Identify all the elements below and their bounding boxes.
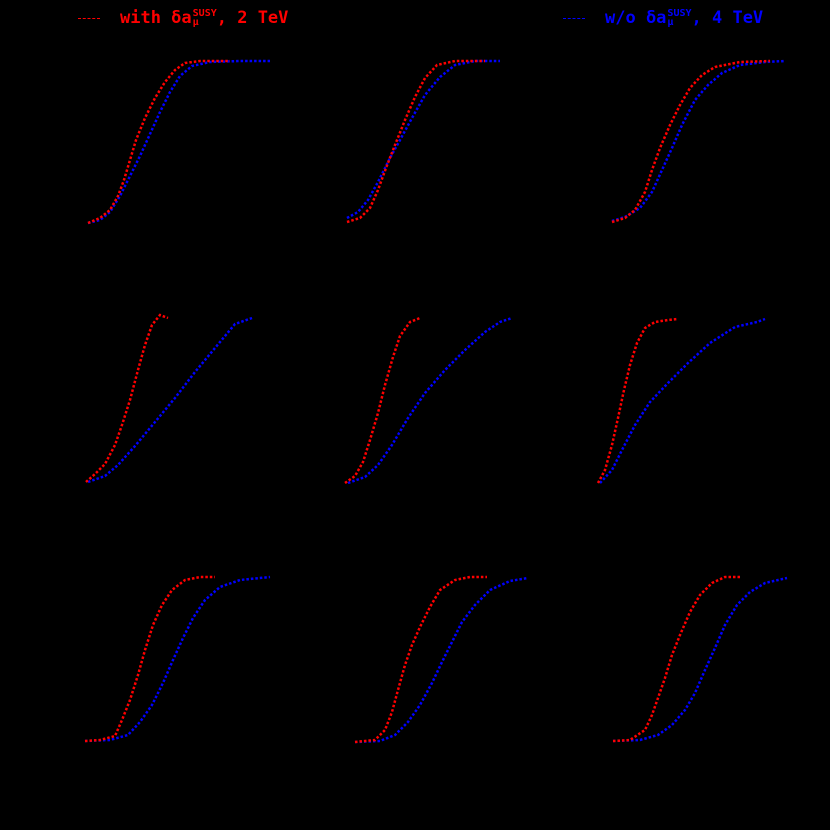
legend-sub: μ: [667, 17, 674, 28]
curve-red: [596, 317, 679, 484]
curve-red: [87, 59, 230, 225]
legend-label-suffix: , 2 TeV: [216, 8, 289, 28]
curve-blue: [354, 576, 529, 744]
curve-red: [354, 575, 487, 744]
curve-red: [344, 316, 421, 485]
panel-r3-c1: [84, 575, 271, 743]
curve-blue: [346, 59, 500, 220]
legend-sup: SUSY: [192, 8, 217, 19]
curve-red: [612, 575, 740, 743]
curve-red: [346, 59, 485, 224]
panel-r3-c3: [612, 575, 788, 743]
panel-r3-c2: [354, 575, 529, 744]
curve-red: [611, 59, 771, 224]
curve-red: [85, 313, 169, 483]
legend-sup: SUSY: [667, 8, 692, 19]
legend-entry-without-susy: w/o δa SUSY μ , 4 TeV: [563, 6, 763, 30]
legend-script: SUSY μ: [667, 8, 692, 28]
curve-blue: [87, 316, 253, 484]
legend-label-prefix: w/o δa: [605, 8, 667, 28]
legend-label-suffix: , 4 TeV: [691, 8, 764, 28]
panel-r1-c2: [346, 59, 500, 224]
panel-r2-c2: [344, 316, 513, 485]
curve-red: [84, 575, 215, 743]
curve-blue: [612, 576, 788, 743]
legend-swatch-red-dashed: [78, 17, 100, 19]
panel-r2-c3: [596, 317, 766, 484]
curve-blue: [611, 59, 786, 223]
panel-r1-c3: [611, 59, 786, 224]
curve-blue: [599, 317, 766, 484]
legend-entry-with-susy: with δa SUSY μ , 2 TeV: [78, 6, 288, 30]
curve-blue: [84, 575, 271, 743]
curve-blue: [347, 316, 513, 485]
legend-label-prefix: with δa: [120, 8, 192, 28]
legend-script: SUSY μ: [192, 8, 217, 28]
panel-r1-c1: [87, 59, 270, 225]
legend-sub: μ: [192, 17, 199, 28]
legend-swatch-blue-dashed: [563, 17, 585, 19]
panel-r2-c1: [85, 313, 253, 484]
